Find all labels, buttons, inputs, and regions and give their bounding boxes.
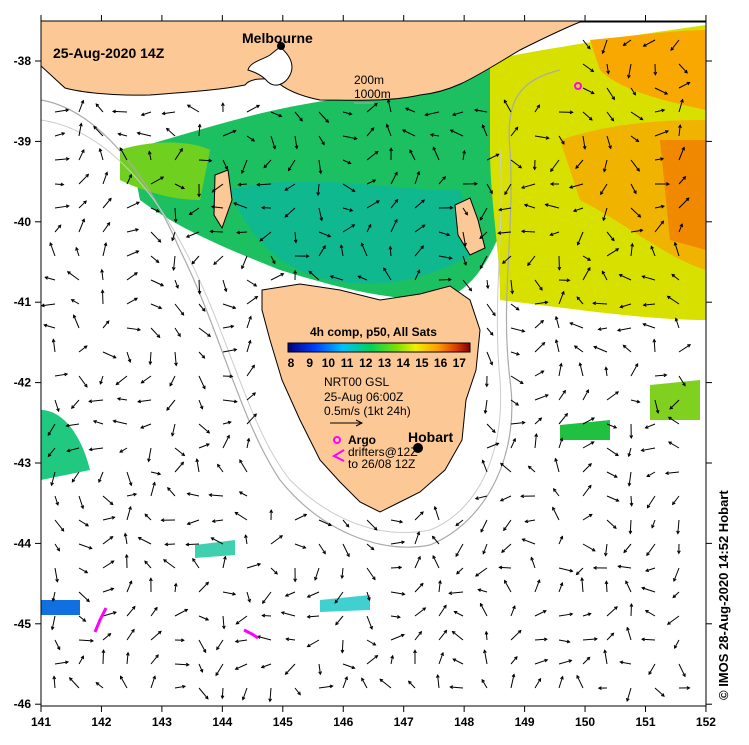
colorbar-title: 4h comp, p50, All Sats <box>310 325 437 339</box>
y-tick-label: -44 <box>14 536 32 550</box>
hobart-label: Hobart <box>408 429 453 445</box>
x-tick-label: 146 <box>333 715 353 729</box>
drifters-to-label: to 26/08 12Z <box>348 457 415 471</box>
y-tick-label: -40 <box>14 215 32 229</box>
x-tick-label: 142 <box>91 715 111 729</box>
colorbar-tick-label: 15 <box>415 356 429 370</box>
colorbar-tick-label: 13 <box>378 356 392 370</box>
melbourne-label: Melbourne <box>242 30 313 46</box>
colorbar-tick-label: 9 <box>306 356 313 370</box>
y-tick-label: -41 <box>14 295 32 309</box>
y-tick-label: -46 <box>14 697 32 711</box>
x-tick-label: 149 <box>515 715 535 729</box>
colorbar-tick-label: 14 <box>397 356 411 370</box>
y-tick-label: -45 <box>14 617 32 631</box>
colorbar-tick-label: 17 <box>453 356 467 370</box>
x-tick-label: 151 <box>635 715 655 729</box>
credit-text: © IMOS 28-Aug-2020 14:52 Hobart <box>716 490 731 700</box>
x-tick-label: 148 <box>454 715 474 729</box>
x-tick-label: 147 <box>394 715 414 729</box>
colorbar-tick-label: 11 <box>341 356 354 370</box>
map-timestamp: 25-Aug-2020 14Z <box>53 45 165 61</box>
isobath-1000m-label: 1000m <box>354 87 391 101</box>
vector-scale-label: 0.5m/s (1kt 24h) <box>324 404 411 418</box>
x-tick-label: 150 <box>575 715 595 729</box>
y-tick-label: -39 <box>14 134 32 148</box>
y-tick-label: -42 <box>14 376 32 390</box>
y-tick-label: -43 <box>14 456 32 470</box>
colorbar-tick-label: 16 <box>434 356 448 370</box>
currents-source: NRT00 GSL <box>324 375 389 389</box>
isobath-200m-label: 200m <box>354 73 384 87</box>
sst-colorbar <box>288 343 470 352</box>
x-tick-label: 141 <box>31 715 51 729</box>
currents-time: 25-Aug 06:00Z <box>324 390 403 404</box>
y-tick-label: -38 <box>14 54 32 68</box>
colorbar-tick-label: 12 <box>359 356 373 370</box>
x-tick-label: 144 <box>212 715 232 729</box>
x-tick-label: 145 <box>273 715 293 729</box>
colorbar-tick-label: 10 <box>322 356 336 370</box>
x-tick-label: 152 <box>696 715 716 729</box>
colorbar-tick-label: 8 <box>288 356 295 370</box>
x-tick-label: 143 <box>152 715 172 729</box>
